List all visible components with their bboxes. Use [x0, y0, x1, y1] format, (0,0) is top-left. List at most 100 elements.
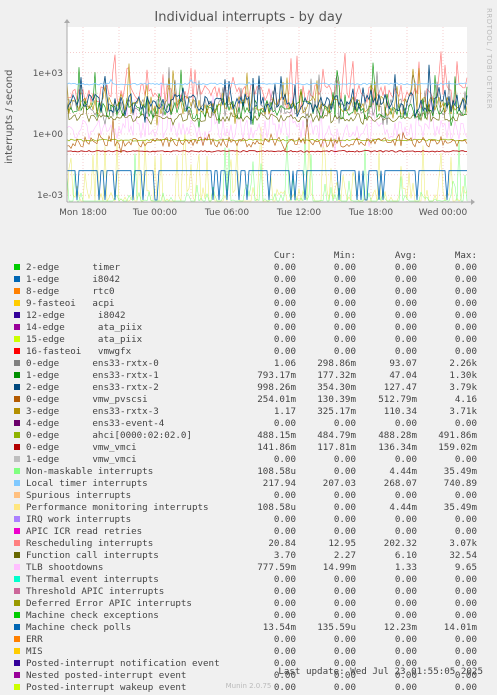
- legend-value-min: 0.00: [333, 514, 356, 525]
- legend-value-max: 0.00: [454, 298, 477, 309]
- legend-row: 9-fasteoi acpi 0.00 0.00 0.00 0.00: [14, 298, 484, 310]
- legend-value-cur: 1.17: [273, 406, 296, 417]
- trace-function-call: [66, 97, 468, 126]
- legend-value-max: 0.00: [454, 670, 477, 681]
- legend-value-min: 0.00: [333, 646, 356, 657]
- legend-value-max: 32.54: [449, 550, 477, 561]
- legend-value-max: 0.00: [454, 454, 477, 465]
- legend-value-avg: 0.00: [394, 598, 417, 609]
- legend-value-avg: 47.04: [389, 370, 417, 381]
- trace-vmw-pvscsi: [66, 118, 468, 154]
- header-avg: Avg:: [394, 250, 417, 261]
- legend-value-cur: 20.84: [268, 538, 296, 549]
- legend-value-cur: 0.00: [273, 514, 296, 525]
- legend-value-max: 0.00: [454, 286, 477, 297]
- x-tick-label: Wed 00:00: [419, 208, 468, 218]
- legend-value-cur: 3.70: [273, 550, 296, 561]
- legend-value-min: 484.79m: [317, 430, 356, 441]
- legend-row: 1-edge vmw_vmci 0.00 0.00 0.00 0.00: [14, 454, 484, 466]
- legend-value-min: 0.00: [333, 286, 356, 297]
- legend-value-cur: 13.54m: [262, 622, 296, 633]
- legend-value-cur: 217.94: [262, 478, 296, 489]
- legend-row: 14-edge ata_piix 0.00 0.00 0.00 0.00: [14, 322, 484, 334]
- legend-value-max: 0.00: [454, 574, 477, 585]
- legend-swatch: [14, 492, 20, 498]
- legend-value-min: 0.00: [333, 466, 356, 477]
- legend-value-avg: 202.32: [383, 538, 417, 549]
- legend-value-max: 0.00: [454, 274, 477, 285]
- legend-series-name: 2-edge ens33-rxtx-2: [26, 382, 159, 393]
- legend-swatch: [14, 612, 20, 618]
- legend-value-min: 354.30m: [317, 382, 356, 393]
- legend-value-avg: 12.23m: [383, 622, 417, 633]
- munin-version: Munin 2.0.75: [225, 682, 272, 690]
- legend-value-max: 3.71k: [449, 406, 477, 417]
- legend-value-max: 0.00: [454, 346, 477, 357]
- legend-value-avg: 6.10: [394, 550, 417, 561]
- legend-swatch: [14, 684, 20, 690]
- legend-row: TLB shootdowns 777.59m 14.99m 1.33 9.65: [14, 562, 484, 574]
- legend-value-avg: 0.00: [394, 514, 417, 525]
- legend-row: Posted-interrupt wakeup event 0.00 0.00 0.0…: [14, 682, 484, 694]
- legend-value-avg: 0.00: [394, 322, 417, 333]
- legend-series-name: 2-edge timer: [26, 262, 121, 273]
- legend-series-name: 4-edge ens33-event-4: [26, 418, 165, 429]
- legend-value-max: 0.00: [454, 322, 477, 333]
- trace-ahci: [66, 138, 468, 142]
- header-min: Min:: [333, 250, 356, 261]
- legend-value-min: 0.00: [333, 634, 356, 645]
- legend-value-max: 159.02m: [438, 442, 477, 453]
- legend-row: Machine check polls 13.54m 135.59u 12.23m 14…: [14, 622, 484, 634]
- legend-swatch: [14, 588, 20, 594]
- legend-series-name: Function call interrupts: [26, 550, 159, 561]
- legend-value-max: 3.79k: [449, 382, 477, 393]
- legend-value-min: 325.17m: [317, 406, 356, 417]
- legend-value-cur: 0.00: [273, 322, 296, 333]
- legend-value-avg: 0.00: [394, 574, 417, 585]
- header-max: Max:: [454, 250, 477, 261]
- legend-value-cur: 0.00: [273, 574, 296, 585]
- legend-row: Function call interrupts 3.70 2.27 6.10 32.5…: [14, 550, 484, 562]
- legend-row: 0-edge vmw_pvscsi 254.01m 130.39m 512.79m 4.…: [14, 394, 484, 406]
- legend-swatch: [14, 420, 20, 426]
- legend-value-min: 298.86m: [317, 358, 356, 369]
- legend-value-cur: 0.00: [273, 418, 296, 429]
- legend-value-cur: 0.00: [273, 658, 296, 669]
- legend-row: Deferred Error APIC interrupts 0.00 0.00 0.…: [14, 598, 484, 610]
- legend-value-min: 12.95: [328, 538, 356, 549]
- legend-value-max: 0.00: [454, 418, 477, 429]
- legend-value-avg: 127.47: [383, 382, 417, 393]
- legend-row: Spurious interrupts 0.00 0.00 0.00 0.00: [14, 490, 484, 502]
- trace-vmw-vmci: [67, 150, 467, 153]
- legend-row: ERR 0.00 0.00 0.00 0.00: [14, 634, 484, 646]
- legend-value-avg: 110.34: [383, 406, 417, 417]
- legend-swatch: [14, 660, 20, 666]
- legend-value-avg: 0.00: [394, 454, 417, 465]
- legend-value-cur: 0.00: [273, 262, 296, 273]
- legend-row: 3-edge ens33-rxtx-3 1.17 325.17m 110.34 3.71…: [14, 406, 484, 418]
- legend-value-min: 0.00: [333, 586, 356, 597]
- legend-value-cur: 488.15m: [257, 430, 296, 441]
- legend-value-max: 0.00: [454, 598, 477, 609]
- legend-value-min: 0.00: [333, 490, 356, 501]
- legend-value-min: 0.00: [333, 658, 356, 669]
- x-tick-label: Tue 00:00: [132, 208, 177, 218]
- legend-value-max: 3.07k: [449, 538, 477, 549]
- legend-series-name: 16-fasteoi vmwgfx: [26, 346, 132, 357]
- legend-swatch: [14, 384, 20, 390]
- legend-value-avg: 268.07: [383, 478, 417, 489]
- legend-row: 0-edge vmw_vmci 141.86m 117.81m 136.34m 159.…: [14, 442, 484, 454]
- legend-row: Performance monitoring interrupts 108.58u…: [14, 502, 484, 514]
- legend-value-cur: 0.00: [273, 274, 296, 285]
- legend-value-cur: 0.00: [273, 670, 296, 681]
- legend-value-min: 0.00: [333, 526, 356, 537]
- legend-value-max: 35.49m: [443, 502, 477, 513]
- legend-value-avg: 0.00: [394, 274, 417, 285]
- legend-value-min: 117.81m: [317, 442, 356, 453]
- legend-value-min: 2.27: [333, 550, 356, 561]
- legend-value-cur: 0.00: [273, 646, 296, 657]
- legend-row: 8-edge rtc0 0.00 0.00 0.00 0.00: [14, 286, 484, 298]
- legend-series-name: Rescheduling interrupts: [26, 538, 154, 549]
- legend-value-min: 0.00: [333, 274, 356, 285]
- legend-swatch: [14, 444, 20, 450]
